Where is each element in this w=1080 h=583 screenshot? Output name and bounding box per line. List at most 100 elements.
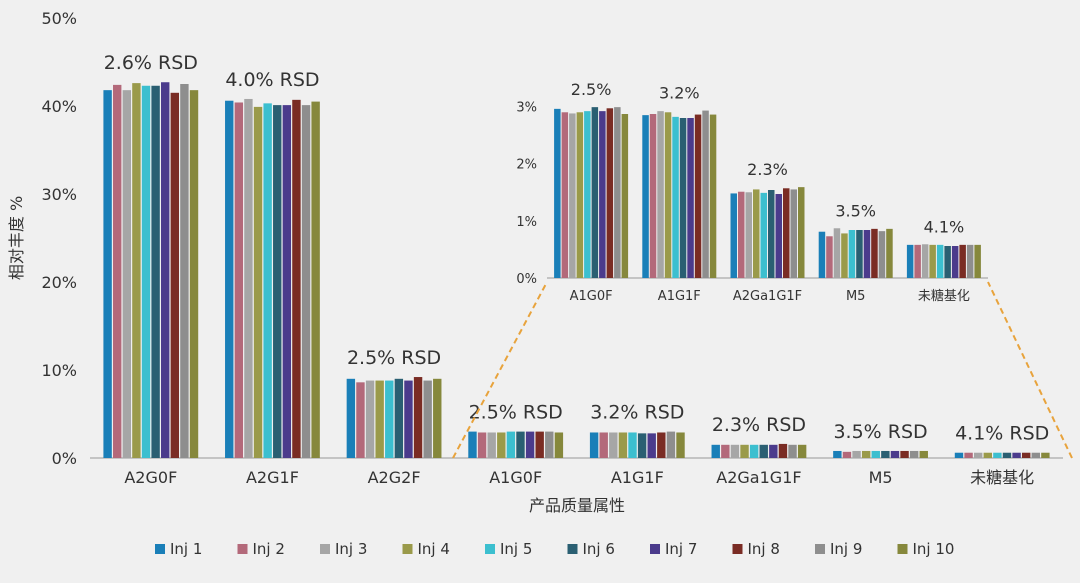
inset-bar (584, 111, 591, 279)
legend-label: Inj 4 (418, 540, 450, 558)
y-tick-label: 0% (52, 449, 77, 468)
inset-bar (871, 228, 878, 278)
inset-bar (886, 228, 893, 278)
x-axis-label: 产品质量属性 (529, 496, 625, 515)
bar (113, 84, 122, 458)
bar (890, 450, 900, 458)
inset-bar (642, 115, 649, 279)
inset-bar (929, 244, 936, 278)
bar (954, 452, 964, 458)
legend-swatch (320, 544, 330, 554)
bar (433, 378, 442, 458)
bar (1021, 452, 1031, 458)
bar (900, 450, 909, 458)
bar (404, 380, 413, 458)
inset-bar (730, 193, 737, 278)
inset-x-tick-label: 未糖基化 (918, 288, 970, 304)
inset-bar (856, 230, 863, 278)
inset-bar (944, 246, 951, 278)
bar (356, 382, 365, 458)
legend-label: Inj 6 (583, 540, 615, 558)
bar (871, 450, 880, 458)
legend-swatch (732, 544, 743, 554)
bar (721, 444, 730, 458)
inset-rsd-label: 4.1% (924, 217, 965, 236)
inset-bar (790, 189, 797, 278)
legend-label: Inj 3 (335, 540, 367, 558)
rsd-label: 3.2% RSD (590, 402, 684, 424)
inset-bar (833, 228, 841, 278)
inset-x-tick-label: A2Ga1G1F (733, 289, 802, 304)
y-tick-label: 40% (41, 97, 77, 116)
bar (301, 105, 311, 459)
inset-bar (848, 230, 856, 278)
inset-bar (878, 231, 886, 278)
inset-bar (826, 236, 833, 278)
bar (535, 431, 544, 458)
legend-label: Inj 10 (913, 540, 955, 558)
inset-bar (768, 190, 775, 278)
bar (778, 443, 788, 458)
inset-bar (614, 107, 621, 279)
x-tick-label: M5 (869, 468, 893, 487)
y-axis-label: 相对丰度 % (7, 196, 26, 280)
bar (141, 85, 151, 458)
inset-bar (657, 111, 664, 279)
inset-bar (599, 111, 606, 279)
zoom-connector-left (452, 281, 548, 459)
bar (666, 431, 676, 458)
rsd-label: 2.3% RSD (712, 414, 806, 436)
inset-bar (775, 194, 782, 278)
inset-bar (966, 244, 974, 278)
bar (151, 85, 160, 458)
zoom-connector-right (987, 281, 1073, 459)
inset-bar (906, 244, 914, 278)
inset-bar (606, 108, 614, 279)
bar (244, 98, 253, 459)
bar (161, 82, 170, 459)
bar (983, 452, 992, 458)
inset-bar (738, 191, 745, 278)
bar (423, 380, 432, 458)
bar (263, 103, 272, 459)
inset-bar (753, 189, 760, 278)
inset-y-tick-label: 2% (516, 158, 537, 173)
bar (833, 450, 842, 458)
inset-x-tick-label: A1G1F (658, 289, 701, 304)
x-tick-label: A1G1F (611, 468, 664, 487)
bar (365, 380, 375, 458)
inset-bar (974, 244, 981, 278)
bar (545, 431, 554, 458)
bar (468, 431, 477, 458)
inset-bar (664, 112, 672, 279)
x-tick-label: 未糖基化 (970, 468, 1034, 487)
inset-bar (679, 118, 687, 278)
bar (375, 380, 384, 458)
bar (253, 106, 263, 458)
legend-label: Inj 1 (170, 540, 202, 558)
inset-bar (914, 244, 921, 278)
bar (749, 444, 759, 458)
legend-label: Inj 7 (665, 540, 697, 558)
y-tick-label: 20% (41, 273, 77, 292)
legend-swatch (485, 544, 495, 554)
bar (234, 102, 244, 458)
bar (730, 444, 740, 458)
bar (497, 432, 506, 458)
bar (973, 452, 983, 458)
bar (657, 432, 666, 458)
bar (311, 101, 320, 458)
inset-bar (687, 118, 694, 278)
inset-bar (798, 187, 805, 278)
rsd-label: 3.5% RSD (833, 421, 927, 443)
bar (609, 432, 618, 458)
bar (797, 444, 807, 458)
inset-bar (760, 192, 767, 278)
inset-bar (841, 233, 848, 278)
legend-swatch (155, 544, 165, 554)
inset-bar (863, 230, 871, 278)
legend-swatch (402, 544, 413, 554)
rsd-label: 2.5% RSD (469, 402, 563, 424)
